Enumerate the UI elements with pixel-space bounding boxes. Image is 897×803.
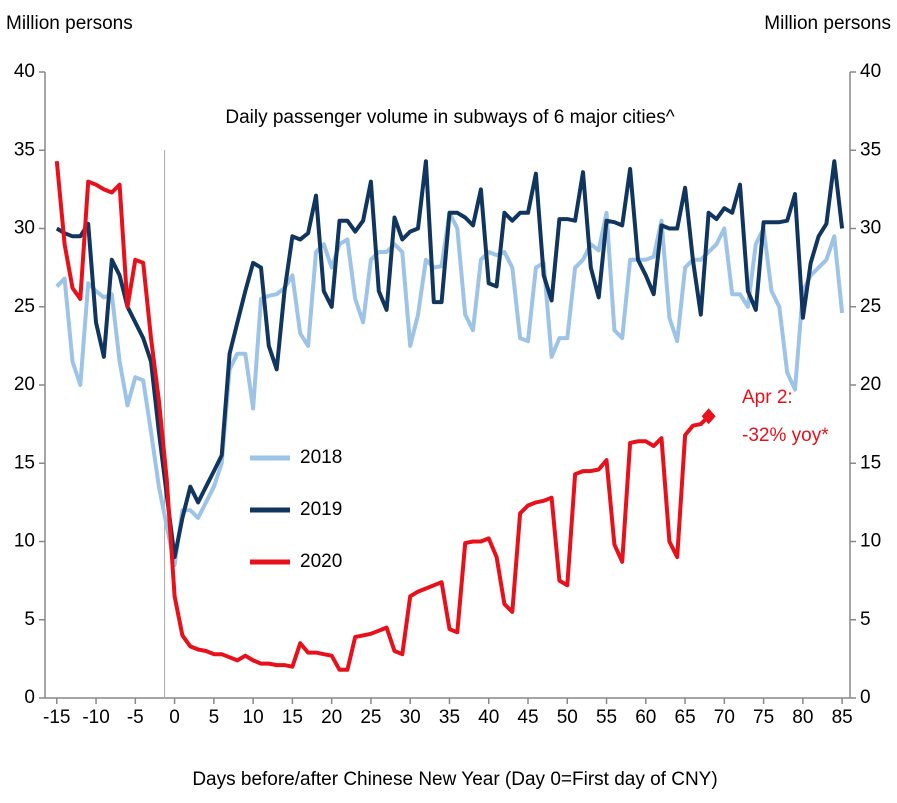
y-tick-label: 0 [24,687,35,708]
y2-tick-label: 10 [860,531,881,552]
y-tick-label: 40 [14,61,35,82]
y-tick-label: 15 [14,452,35,473]
y2-tick-label: 5 [860,609,871,630]
x-tick-label: 0 [169,707,180,728]
x-axis-label: Days before/after Chinese New Year (Day … [192,769,717,790]
y-tick-label: 10 [14,531,35,552]
x-tick-label: 70 [714,707,735,728]
x-tick-label: 25 [360,707,381,728]
x-tick-label: 45 [517,707,538,728]
y-tick-label: 25 [14,296,35,317]
y2-tick-label: 20 [860,374,881,395]
series-line [55,210,845,567]
x-tick-label: 60 [635,707,656,728]
y2-tick-label: 30 [860,218,881,239]
y-tick-label: 30 [14,218,35,239]
legend-label: 2020 [300,551,342,572]
x-tick-label: 55 [596,707,617,728]
y2-tick-label: 35 [860,139,881,160]
x-tick-label: 10 [243,707,264,728]
series-line [54,161,711,672]
annotation: -32% yoy* [742,425,829,446]
x-tick-label: 15 [282,707,303,728]
legend-label: 2019 [300,499,342,520]
x-tick-label: 85 [832,707,853,728]
y-axis-label: Million persons [6,13,133,34]
y2-tick-label: 40 [860,61,881,82]
x-tick-label: 75 [753,707,774,728]
annotation: Apr 2: [742,387,793,408]
x-tick-label: 20 [321,707,342,728]
y2-tick-label: 25 [860,296,881,317]
x-tick-label: 50 [557,707,578,728]
x-tick-label: -5 [127,707,144,728]
y2-tick-label: 0 [860,687,871,708]
legend-label: 2018 [300,447,342,468]
x-tick-label: 5 [209,707,220,728]
x-tick-label: 40 [478,707,499,728]
chart-title: Daily passenger volume in subways of 6 m… [225,107,674,128]
x-tick-label: -15 [43,707,70,728]
series-line [55,159,845,560]
x-tick-label: 80 [792,707,813,728]
y2-tick-label: 15 [860,452,881,473]
x-tick-label: 35 [439,707,460,728]
end-marker [701,408,716,425]
x-tick-label: 30 [400,707,421,728]
y2-axis-label: Million persons [764,13,891,34]
x-tick-label: 65 [675,707,696,728]
y-tick-label: 20 [14,374,35,395]
x-tick-label: -10 [82,707,109,728]
y-tick-label: 5 [24,609,35,630]
y-tick-label: 35 [14,139,35,160]
